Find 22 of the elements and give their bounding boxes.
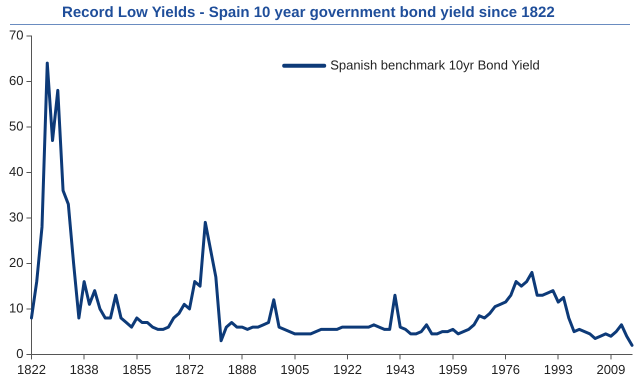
y-tick-label: 40 <box>8 164 24 179</box>
y-tick-label: 30 <box>8 209 24 224</box>
x-tick-label: 1959 <box>438 362 468 377</box>
x-tick-label: 1872 <box>175 362 204 377</box>
x-tick-label: 1822 <box>17 362 46 377</box>
y-tick-label: 50 <box>8 118 24 134</box>
x-tick-label: 2009 <box>596 362 626 377</box>
y-tick-label: 20 <box>8 254 24 270</box>
x-tick-label: 1838 <box>70 362 99 377</box>
y-tick-label: 10 <box>8 300 24 316</box>
y-tick-label: 70 <box>8 27 24 42</box>
x-tick-label: 1943 <box>386 362 415 377</box>
x-tick-label: 1855 <box>122 362 152 377</box>
legend-label: Spanish benchmark 10yr Bond Yield <box>330 57 540 72</box>
x-tick-label: 1888 <box>228 362 257 377</box>
x-tick-label: 1922 <box>333 362 362 377</box>
x-tick-label: 1905 <box>280 362 310 377</box>
chart-title: Record Low Yields - Spain 10 year government bond yield since 1822 <box>10 4 630 25</box>
x-tick-label: 1976 <box>491 362 520 377</box>
y-tick-label: 60 <box>8 72 24 88</box>
y-tick-label: 0 <box>16 346 24 361</box>
x-tick-label: 1993 <box>544 362 573 377</box>
